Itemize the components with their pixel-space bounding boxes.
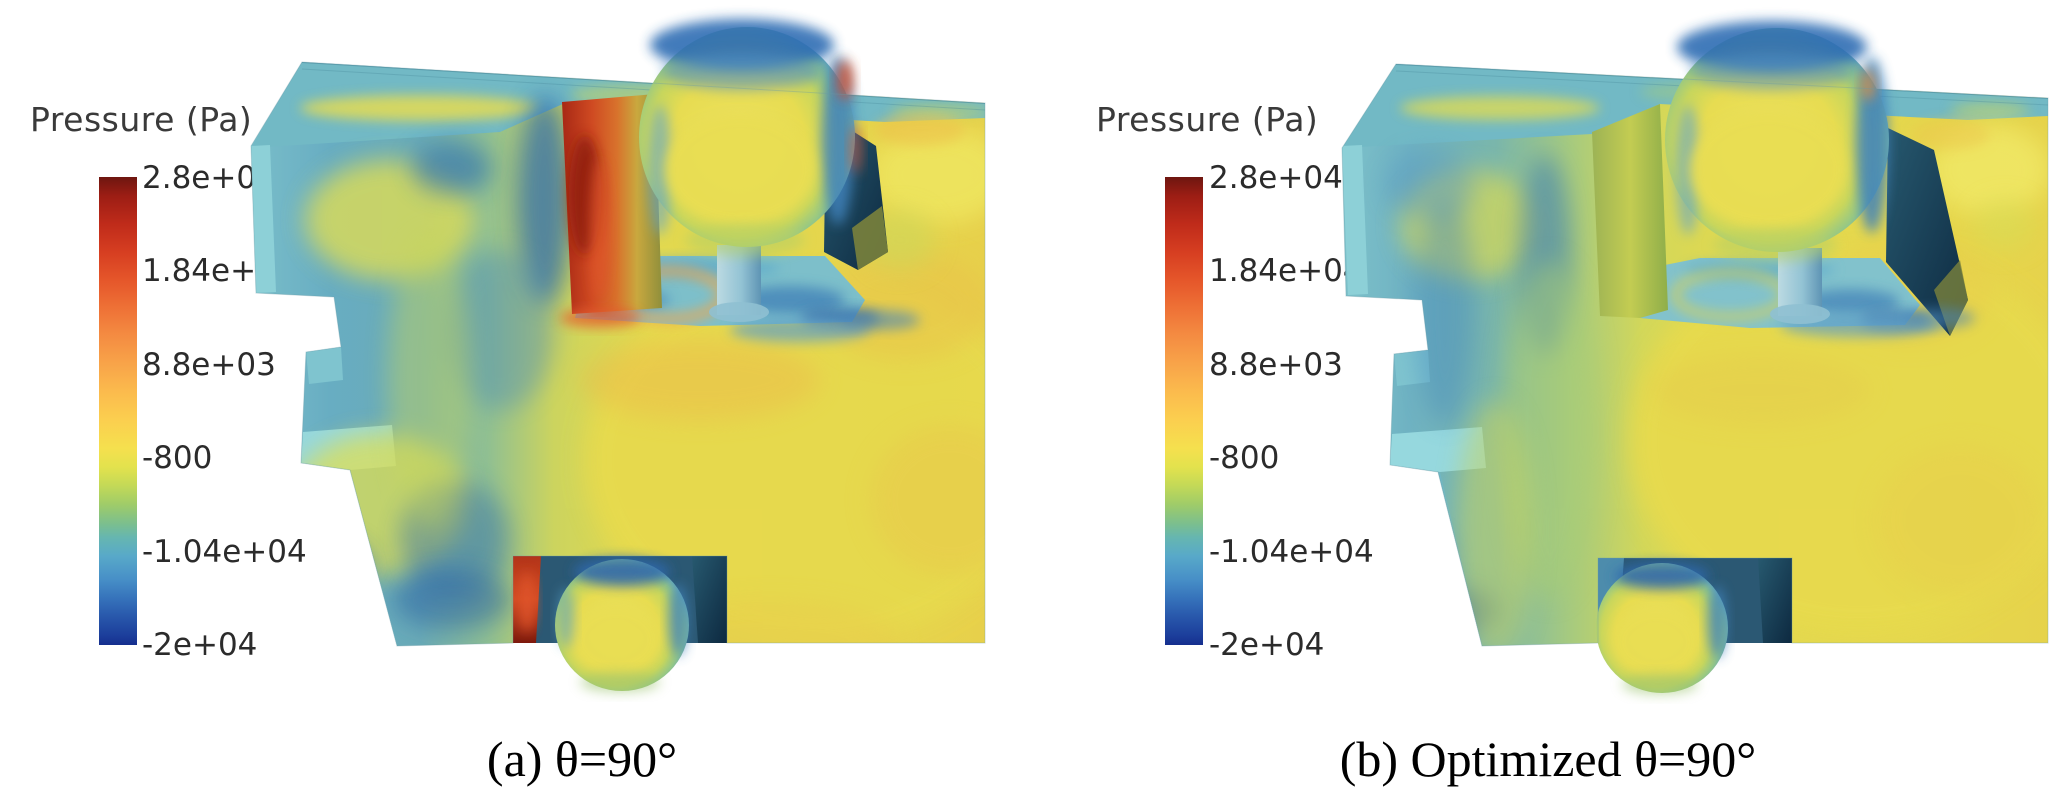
colorbar-tick: -800 — [1209, 440, 1280, 476]
colorbar-b — [1165, 177, 1203, 645]
colorbar-tick: -1.04e+04 — [142, 534, 307, 570]
colorbar-title-a: Pressure (Pa) — [30, 100, 253, 139]
pocket-wall-b — [1592, 104, 1668, 318]
colorbar-title-b: Pressure (Pa) — [1096, 100, 1319, 139]
top-sphere-a — [639, 19, 862, 256]
colorbar-a — [99, 177, 137, 645]
caption-b: (b) Optimized θ=90° — [1339, 731, 1757, 787]
colorbar-tick: -2e+04 — [1209, 627, 1325, 663]
colorbar-tick: -800 — [142, 440, 213, 476]
bottom-notch-b — [1596, 558, 1792, 694]
colorbar-tick: 8.8e+03 — [142, 347, 276, 383]
caption-a: (a) θ=90° — [486, 731, 678, 787]
colorbar-tick: 8.8e+03 — [1209, 347, 1343, 383]
colorbar-tick: -2e+04 — [142, 627, 258, 663]
top-sphere-b — [1665, 21, 1889, 261]
colorbar-tick: 1.84e+04 — [1209, 253, 1363, 289]
pressure-contour-model-b — [1341, 21, 2049, 694]
bottom-notch-a — [513, 556, 727, 692]
pressure-contour-model-a — [250, 19, 986, 692]
colorbar-tick: -1.04e+04 — [1209, 534, 1374, 570]
colorbar-tick: 2.8e+04 — [1209, 160, 1343, 196]
